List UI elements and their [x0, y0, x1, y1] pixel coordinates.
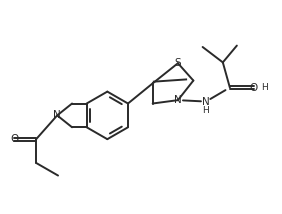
Text: N: N — [202, 97, 210, 107]
Text: H: H — [203, 106, 209, 115]
Text: O: O — [250, 83, 258, 93]
Text: N: N — [53, 110, 61, 120]
Text: S: S — [175, 58, 181, 68]
Text: N: N — [174, 95, 182, 105]
Text: O: O — [10, 134, 18, 144]
Text: H: H — [261, 83, 268, 92]
